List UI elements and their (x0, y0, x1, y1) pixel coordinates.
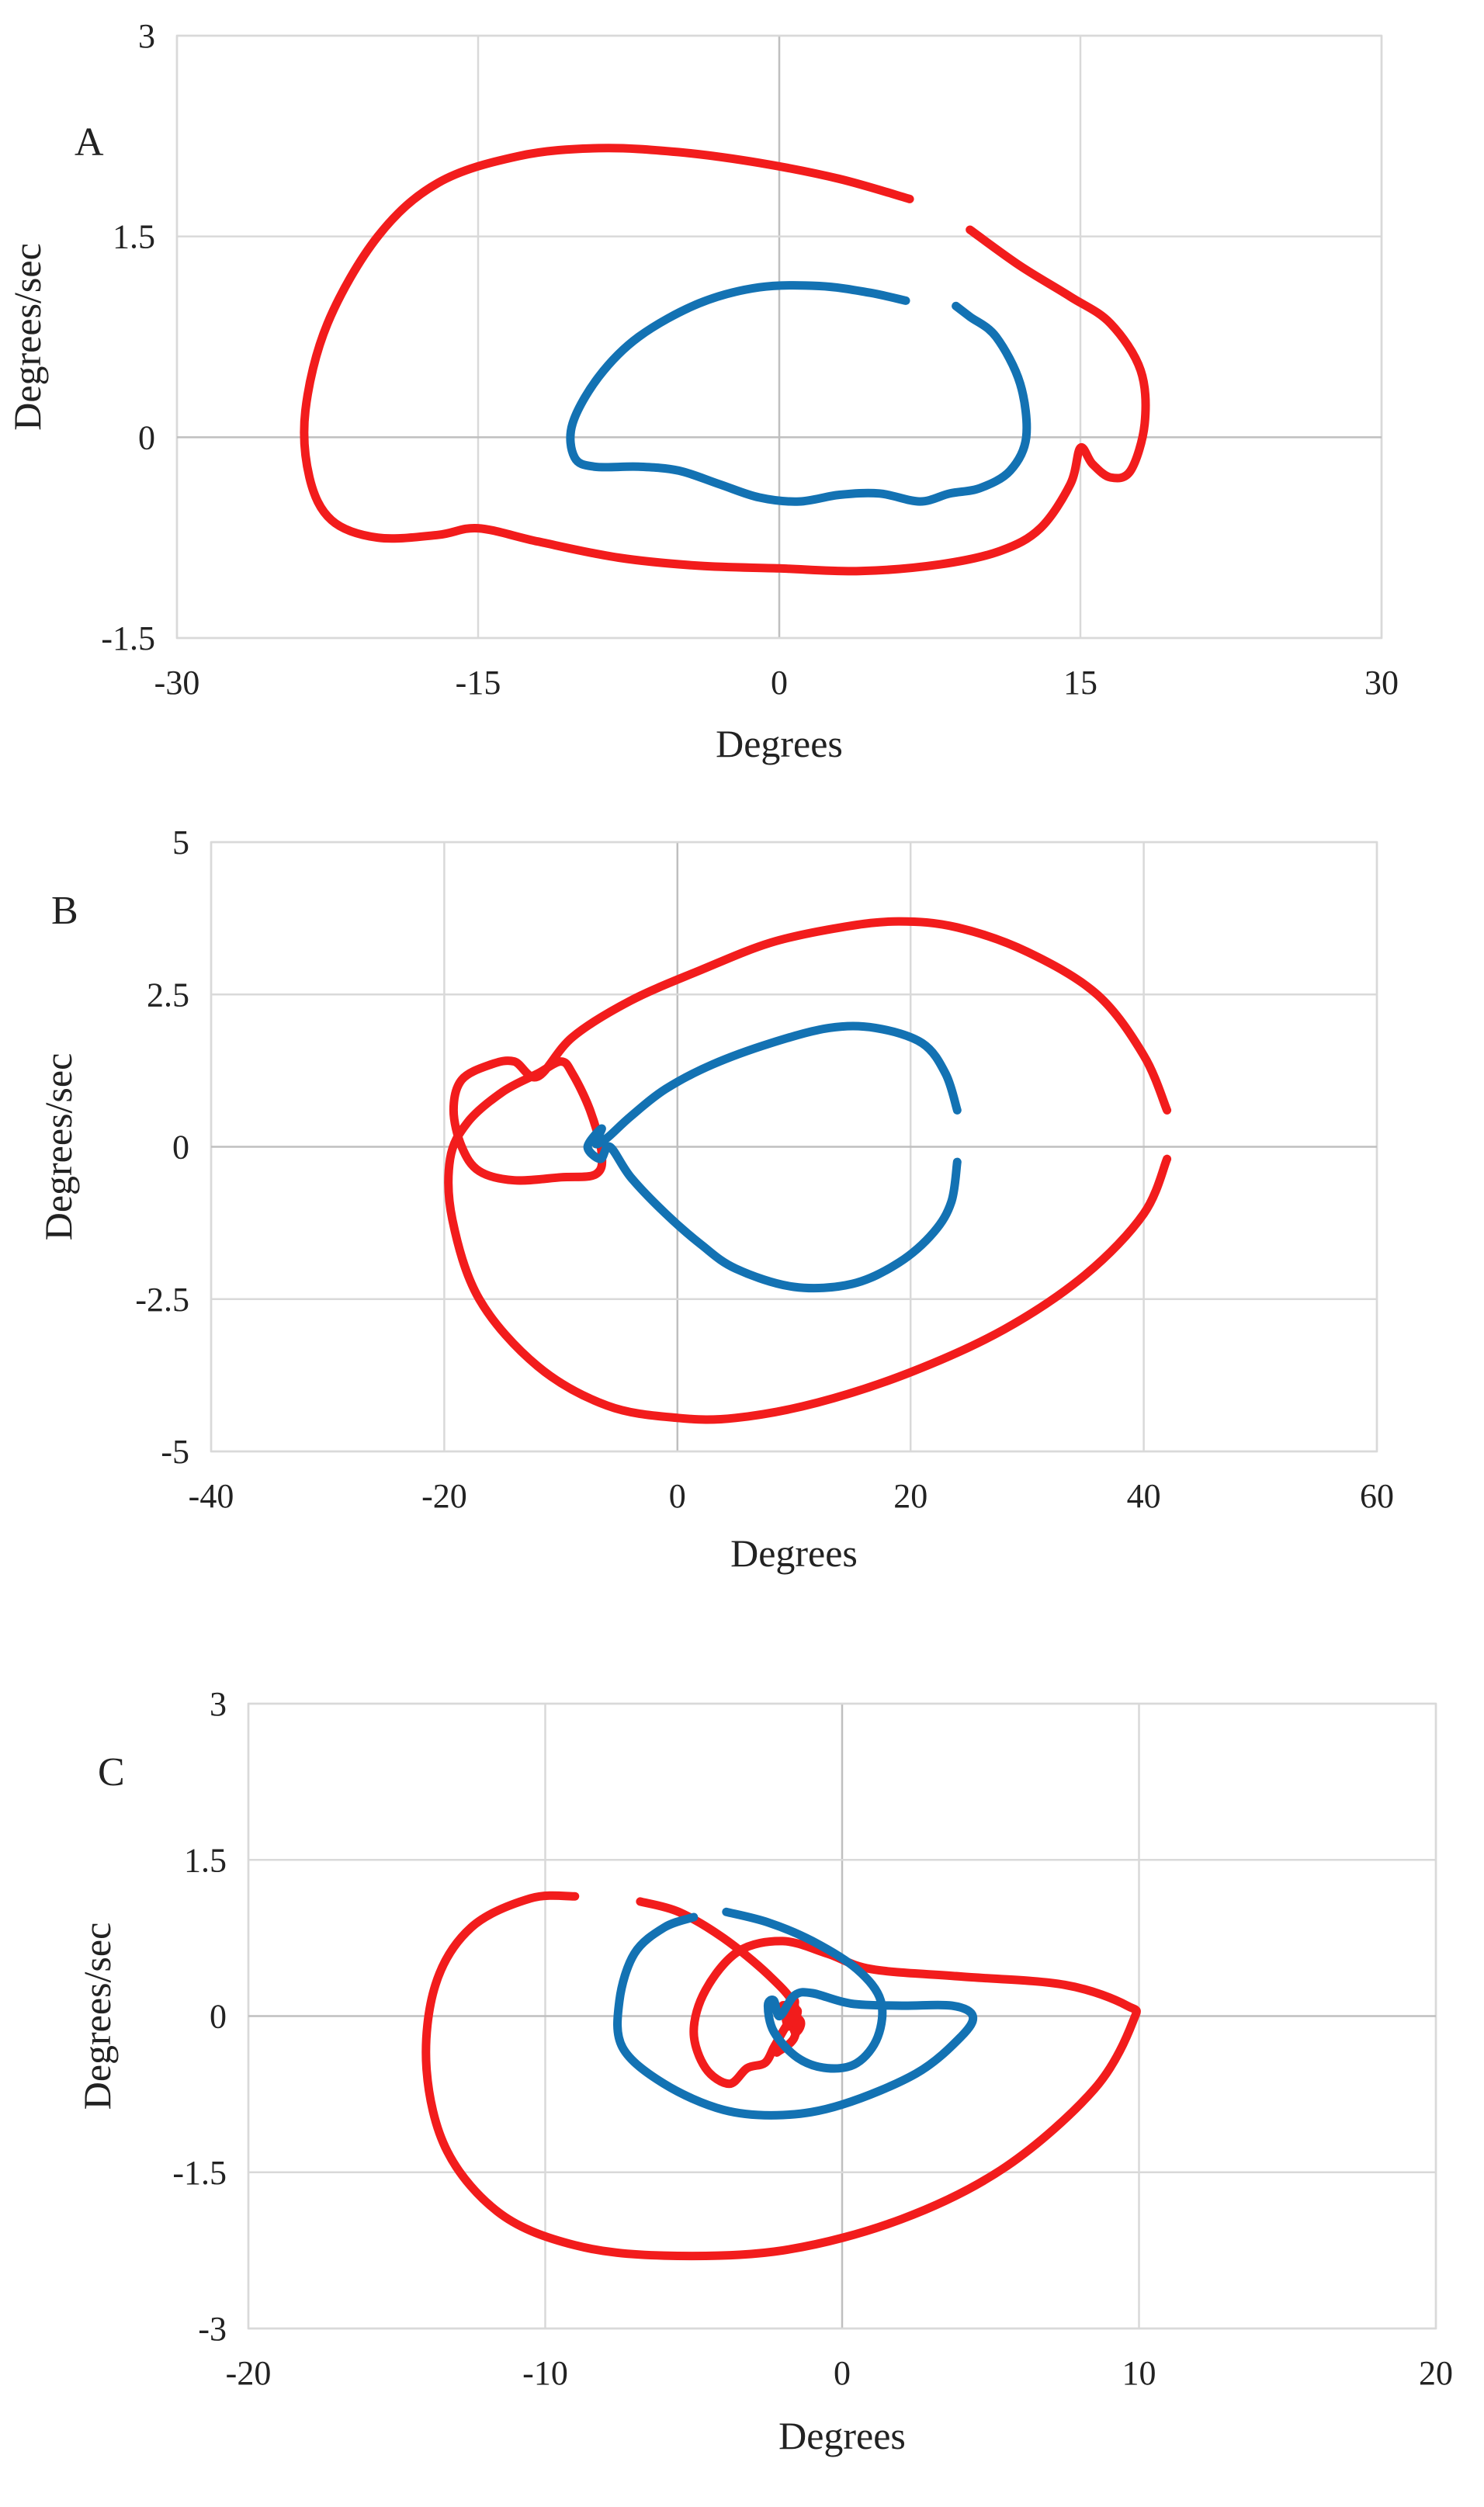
blue-series-line (583, 1021, 962, 1293)
x-tick-label: -10 (522, 2354, 568, 2392)
tick-labels: -20 -10 0 10 20 -3 -1.5 0 1.5 3 (172, 1685, 1453, 2392)
series-layer (300, 144, 1150, 576)
panel-label: B (51, 889, 78, 933)
x-tick-label: 15 (1063, 664, 1097, 702)
y-axis-title: Degrees/sec (5, 243, 49, 431)
x-axis-title: Degrees (730, 1531, 858, 1575)
x-tick-label: 60 (1360, 1477, 1394, 1515)
x-tick-label: 0 (834, 2354, 851, 2392)
y-tick-label: 0 (138, 418, 155, 456)
x-tick-label: 20 (1419, 2354, 1453, 2392)
series-layer (421, 1891, 1141, 2261)
red-series-line (444, 917, 1172, 1424)
x-tick-label: 10 (1122, 2354, 1156, 2392)
x-tick-label: -30 (154, 664, 200, 702)
panel-c: -20 -10 0 10 20 -3 -1.5 0 1.5 3 C Degrees Degrees… (75, 1685, 1453, 2457)
panel-label: A (75, 120, 104, 165)
y-tick-label: -5 (161, 1433, 189, 1471)
grid-lines (210, 841, 1378, 1453)
x-tick-label: 0 (669, 1477, 686, 1515)
red-series-line (636, 1897, 802, 2057)
red-series-line (300, 144, 1150, 576)
x-tick-label: -20 (226, 2354, 272, 2392)
x-tick-label: 20 (893, 1477, 928, 1515)
y-tick-label: 0 (172, 1129, 189, 1167)
x-axis-title: Degrees (716, 722, 843, 765)
y-tick-label: -2.5 (135, 1281, 189, 1319)
blue-series-line (613, 1907, 978, 2120)
x-tick-label: 40 (1127, 1477, 1161, 1515)
x-tick-label: -40 (189, 1477, 234, 1515)
y-tick-label: 1.5 (113, 218, 155, 256)
tick-labels: -30 -15 0 15 30 -1.5 0 1.5 3 (101, 17, 1399, 702)
red-series-line (421, 1891, 1141, 2261)
x-axis-title: Degrees (778, 2414, 906, 2457)
y-axis-title: Degrees/sec (75, 1923, 119, 2110)
x-tick-label: 30 (1364, 664, 1399, 702)
y-tick-label: -1.5 (101, 619, 155, 657)
y-tick-label: 1.5 (184, 1841, 227, 1879)
panel-a: -30 -15 0 15 30 -1.5 0 1.5 3 A Degrees Degrees/s… (5, 17, 1399, 765)
grid-lines (247, 1702, 1437, 2330)
panel-label: C (98, 1750, 125, 1794)
y-tick-label: -1.5 (172, 2154, 227, 2192)
panel-b: -40 -20 0 20 40 60 -5 -2.5 0 2.5 5 B Degrees Degre… (36, 824, 1394, 1575)
x-tick-label: -20 (421, 1477, 467, 1515)
blue-series-line (566, 280, 1032, 506)
y-tick-label: -3 (198, 2310, 227, 2348)
tick-labels: -40 -20 0 20 40 60 -5 -2.5 0 2.5 5 (135, 824, 1394, 1515)
y-tick-label: 3 (138, 17, 155, 55)
x-tick-label: 0 (771, 664, 788, 702)
y-tick-label: 2.5 (147, 976, 189, 1014)
series-layer (444, 917, 1172, 1424)
grid-lines (175, 34, 1383, 640)
y-tick-label: 3 (210, 1685, 227, 1723)
x-tick-label: -15 (456, 664, 501, 702)
y-axis-title: Degrees/sec (36, 1053, 80, 1241)
y-tick-label: 0 (210, 1998, 227, 2036)
y-tick-label: 5 (172, 824, 189, 862)
